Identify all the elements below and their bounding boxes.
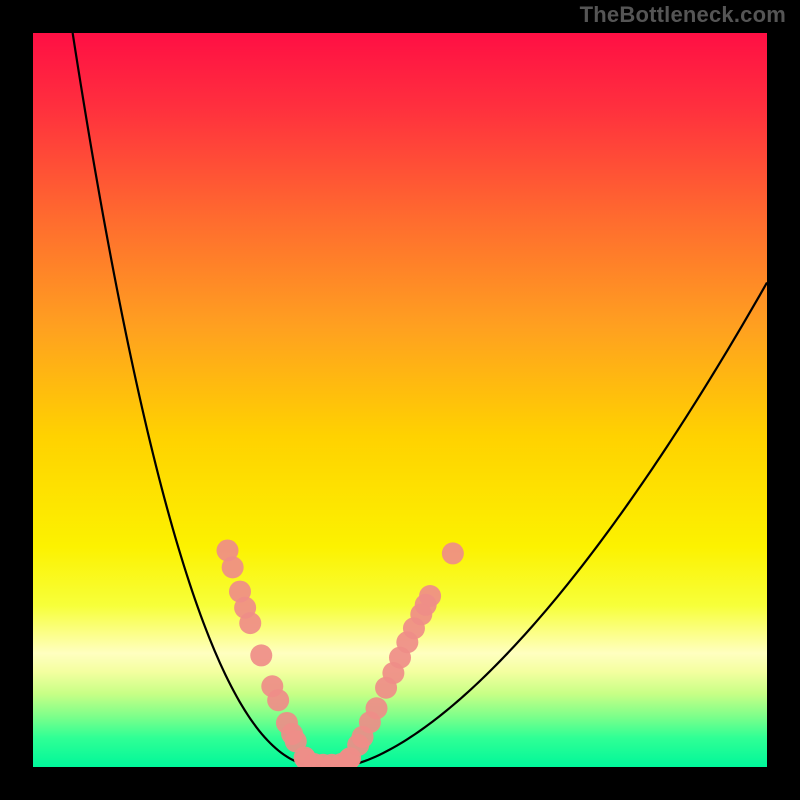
data-marker — [366, 697, 388, 719]
data-marker — [267, 689, 289, 711]
curve-layer — [33, 33, 767, 767]
data-markers — [217, 539, 464, 767]
data-marker — [442, 542, 464, 564]
data-marker — [222, 556, 244, 578]
bottleneck-curve — [73, 33, 767, 767]
data-marker — [239, 612, 261, 634]
data-marker — [419, 585, 441, 607]
chart-container: TheBottleneck.com — [0, 0, 800, 800]
plot-area — [33, 33, 767, 767]
data-marker — [250, 644, 272, 666]
watermark-text: TheBottleneck.com — [580, 2, 786, 28]
